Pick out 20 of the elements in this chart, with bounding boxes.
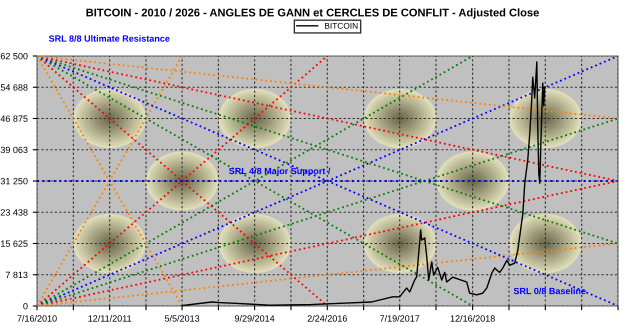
x-tick-label: 9/29/2014 <box>234 315 274 322</box>
text: SRL 8/8 Ultimate Resistance <box>48 35 170 42</box>
x-tick-label: 2/24/2016 <box>308 315 347 322</box>
x-tick-label: 12/16/2018 <box>450 315 495 322</box>
y-tick-label: 31 250 <box>0 178 28 184</box>
legend-label: BITCOIN <box>325 22 358 29</box>
y-tick-label: 54 688 <box>0 84 28 91</box>
y-tick-label: 15 625 <box>1 240 28 247</box>
chart-title: BITCOIN - 2010 / 2026 - ANGLES DE GANN et CERCLES DE CONFLIT - Adjusted Close <box>86 8 539 19</box>
annotation: SRL 0/8 Baseline <box>514 288 586 294</box>
y-tick-label: 39 063 <box>0 146 28 154</box>
y-tick-label: 46 875 <box>0 115 28 122</box>
x-tick-label: 7/19/2017 <box>380 315 420 322</box>
y-tick-label: 7 813 <box>6 272 28 278</box>
y-tick-label: 62 500 <box>0 52 28 60</box>
y-tick-label: 0 <box>23 302 28 310</box>
y-tick-label: 23 438 <box>0 209 28 216</box>
x-tick-label: 7/16/2010 <box>17 315 57 322</box>
x-tick-label: 5/5/2013 <box>164 315 200 322</box>
x-tick-label: 12/11/2011 <box>88 315 132 322</box>
